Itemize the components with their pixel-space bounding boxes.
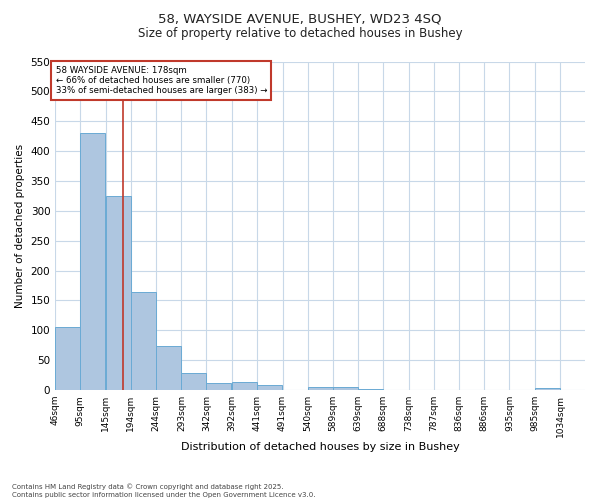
Text: Size of property relative to detached houses in Bushey: Size of property relative to detached ho… — [137, 28, 463, 40]
Bar — [332, 387, 358, 390]
Bar — [308, 387, 332, 390]
Bar — [181, 374, 206, 390]
Bar — [157, 346, 181, 390]
Text: 58, WAYSIDE AVENUE, BUSHEY, WD23 4SQ: 58, WAYSIDE AVENUE, BUSHEY, WD23 4SQ — [158, 12, 442, 26]
Text: Contains HM Land Registry data © Crown copyright and database right 2025.
Contai: Contains HM Land Registry data © Crown c… — [12, 484, 316, 498]
Text: 58 WAYSIDE AVENUE: 178sqm
← 66% of detached houses are smaller (770)
33% of semi: 58 WAYSIDE AVENUE: 178sqm ← 66% of detac… — [56, 66, 267, 96]
Y-axis label: Number of detached properties: Number of detached properties — [15, 144, 25, 308]
Bar — [131, 292, 156, 390]
X-axis label: Distribution of detached houses by size in Bushey: Distribution of detached houses by size … — [181, 442, 460, 452]
Bar — [206, 383, 232, 390]
Bar — [358, 389, 383, 390]
Bar — [106, 196, 131, 390]
Bar — [80, 133, 105, 390]
Bar — [535, 388, 560, 390]
Bar — [257, 384, 282, 390]
Bar — [232, 382, 257, 390]
Bar — [55, 328, 80, 390]
